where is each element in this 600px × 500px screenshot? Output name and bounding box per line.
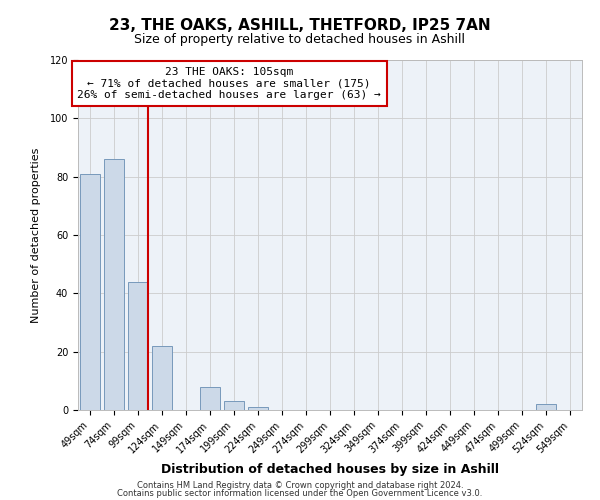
Y-axis label: Number of detached properties: Number of detached properties xyxy=(31,148,41,322)
Text: 23, THE OAKS, ASHILL, THETFORD, IP25 7AN: 23, THE OAKS, ASHILL, THETFORD, IP25 7AN xyxy=(109,18,491,32)
Text: Size of property relative to detached houses in Ashill: Size of property relative to detached ho… xyxy=(134,32,466,46)
Bar xyxy=(536,404,556,410)
Bar xyxy=(224,401,244,410)
X-axis label: Distribution of detached houses by size in Ashill: Distribution of detached houses by size … xyxy=(161,463,499,476)
Bar xyxy=(128,282,148,410)
Bar xyxy=(152,346,172,410)
Text: Contains public sector information licensed under the Open Government Licence v3: Contains public sector information licen… xyxy=(118,488,482,498)
Bar xyxy=(80,174,100,410)
Bar xyxy=(104,159,124,410)
Bar xyxy=(248,407,268,410)
Text: 23 THE OAKS: 105sqm
← 71% of detached houses are smaller (175)
26% of semi-detac: 23 THE OAKS: 105sqm ← 71% of detached ho… xyxy=(77,67,381,100)
Bar xyxy=(200,386,220,410)
Text: Contains HM Land Registry data © Crown copyright and database right 2024.: Contains HM Land Registry data © Crown c… xyxy=(137,481,463,490)
